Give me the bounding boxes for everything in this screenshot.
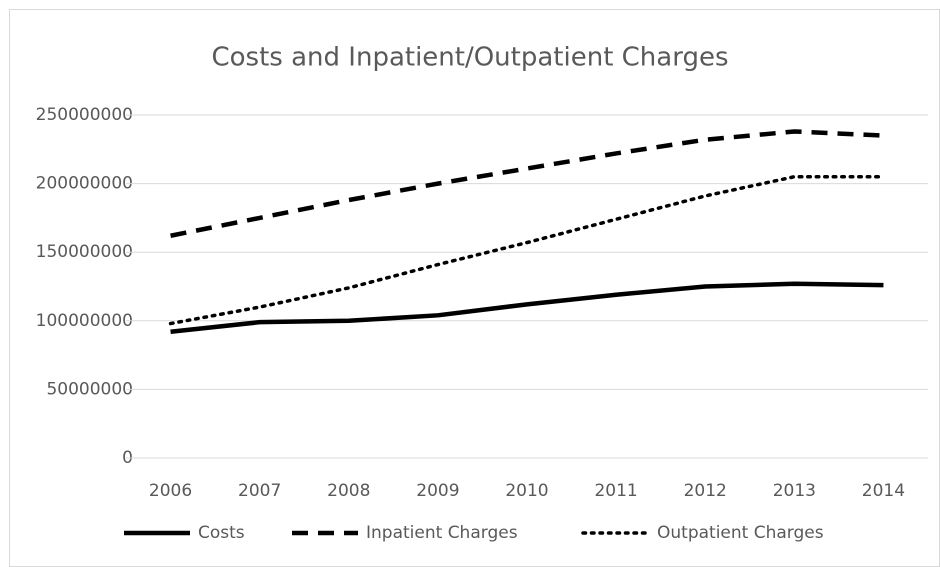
legend-label: Inpatient Charges [366, 523, 518, 543]
series-line [170, 281, 884, 335]
y-tick-label: 250000000 [36, 105, 133, 125]
x-tick-label: 2007 [238, 481, 281, 501]
y-tick-label: 200000000 [36, 174, 133, 194]
chart-title: Costs and Inpatient/Outpatient Charges [212, 43, 729, 73]
y-tick-label: 100000000 [36, 311, 133, 331]
y-tick-label: 50000000 [46, 379, 133, 399]
legend-label: Costs [198, 523, 245, 543]
x-tick-label: 2012 [684, 481, 727, 501]
x-tick-label: 2013 [773, 481, 816, 501]
legend-label: Outpatient Charges [657, 523, 824, 543]
series-line [170, 129, 884, 238]
y-tick-label: 150000000 [36, 242, 133, 262]
x-tick-label: 2009 [416, 481, 459, 501]
chart-frame [9, 9, 940, 567]
x-tick-label: 2010 [505, 481, 548, 501]
x-tick-label: 2011 [594, 481, 637, 501]
x-tick-label: 2014 [862, 481, 905, 501]
x-tick-label: 2006 [149, 481, 192, 501]
x-tick-label: 2008 [327, 481, 370, 501]
series-line [168, 174, 886, 326]
